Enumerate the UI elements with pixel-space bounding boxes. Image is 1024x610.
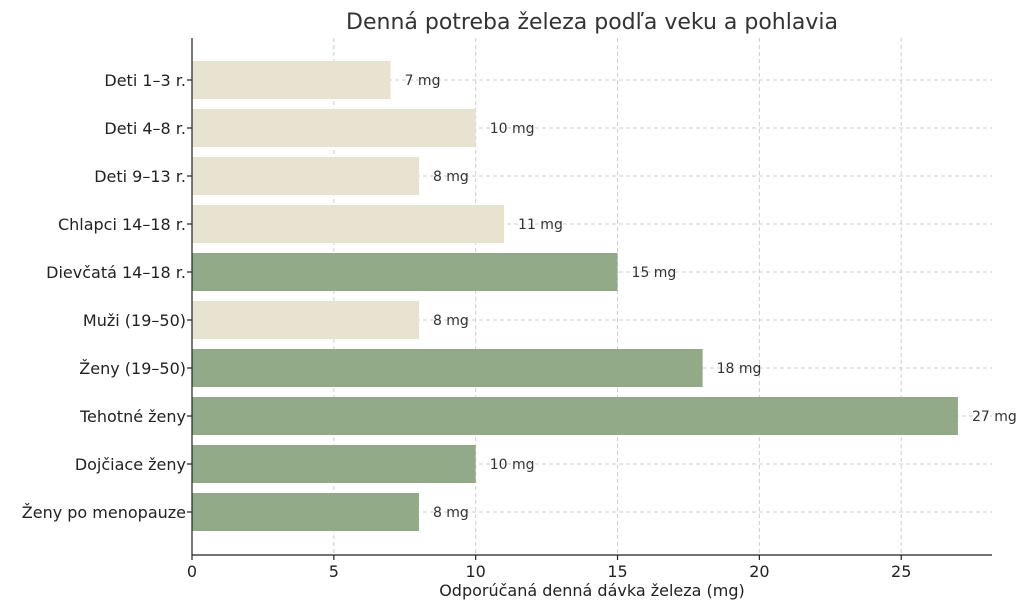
y-tick-label: Deti 4–8 r. [104,119,186,138]
bar-value-label: 10 mg [490,457,535,473]
x-tick-labels: 0 5 10 15 20 25 [187,555,911,581]
bar [192,301,419,339]
bar [192,397,958,435]
x-tick-label: 5 [329,562,339,581]
bar [192,61,391,99]
bars [192,61,958,531]
bar [192,493,419,531]
data-labels: 7 mg 10 mg 8 mg 11 mg 15 mg 8 mg 18 mg 27 mg 10 … [405,73,1017,521]
bar-value-label: 27 mg [972,409,1017,425]
bar-value-label: 8 mg [433,505,469,521]
bar-value-label: 11 mg [518,217,563,233]
y-tick-label: Ženy (19–50) [79,359,186,378]
y-tick-label: Dojčiace ženy [75,455,186,474]
bar [192,109,476,147]
y-tick-labels: Deti 1–3 r. Deti 4–8 r. Deti 9–13 r. Chlapc… [22,71,192,522]
chart-title: Denná potreba železa podľa veku a pohlav… [346,10,838,35]
bar-value-label: 8 mg [433,313,469,329]
bar [192,445,476,483]
bar-value-label: 18 mg [717,361,762,377]
x-tick-label: 25 [891,562,911,581]
y-tick-label: Deti 1–3 r. [104,71,186,90]
bar-value-label: 7 mg [405,73,441,89]
y-tick-label: Chlapci 14–18 r. [58,215,186,234]
x-tick-label: 15 [607,562,627,581]
y-tick-label: Deti 9–13 r. [94,167,186,186]
bar [192,253,618,291]
x-axis-label: Odporúčaná denná dávka železa (mg) [439,581,745,600]
bar-value-label: 15 mg [632,265,677,281]
y-tick-label: Tehotné ženy [79,407,186,426]
bar-value-label: 10 mg [490,121,535,137]
x-tick-label: 0 [187,562,197,581]
bar [192,349,703,387]
bar [192,205,505,243]
y-tick-label: Dievčatá 14–18 r. [46,263,186,282]
y-tick-label: Ženy po menopauze [22,503,186,522]
y-tick-label: Muži (19–50) [83,311,186,330]
bar [192,157,419,195]
x-tick-label: 10 [466,562,486,581]
x-tick-label: 20 [749,562,769,581]
bar-value-label: 8 mg [433,169,469,185]
